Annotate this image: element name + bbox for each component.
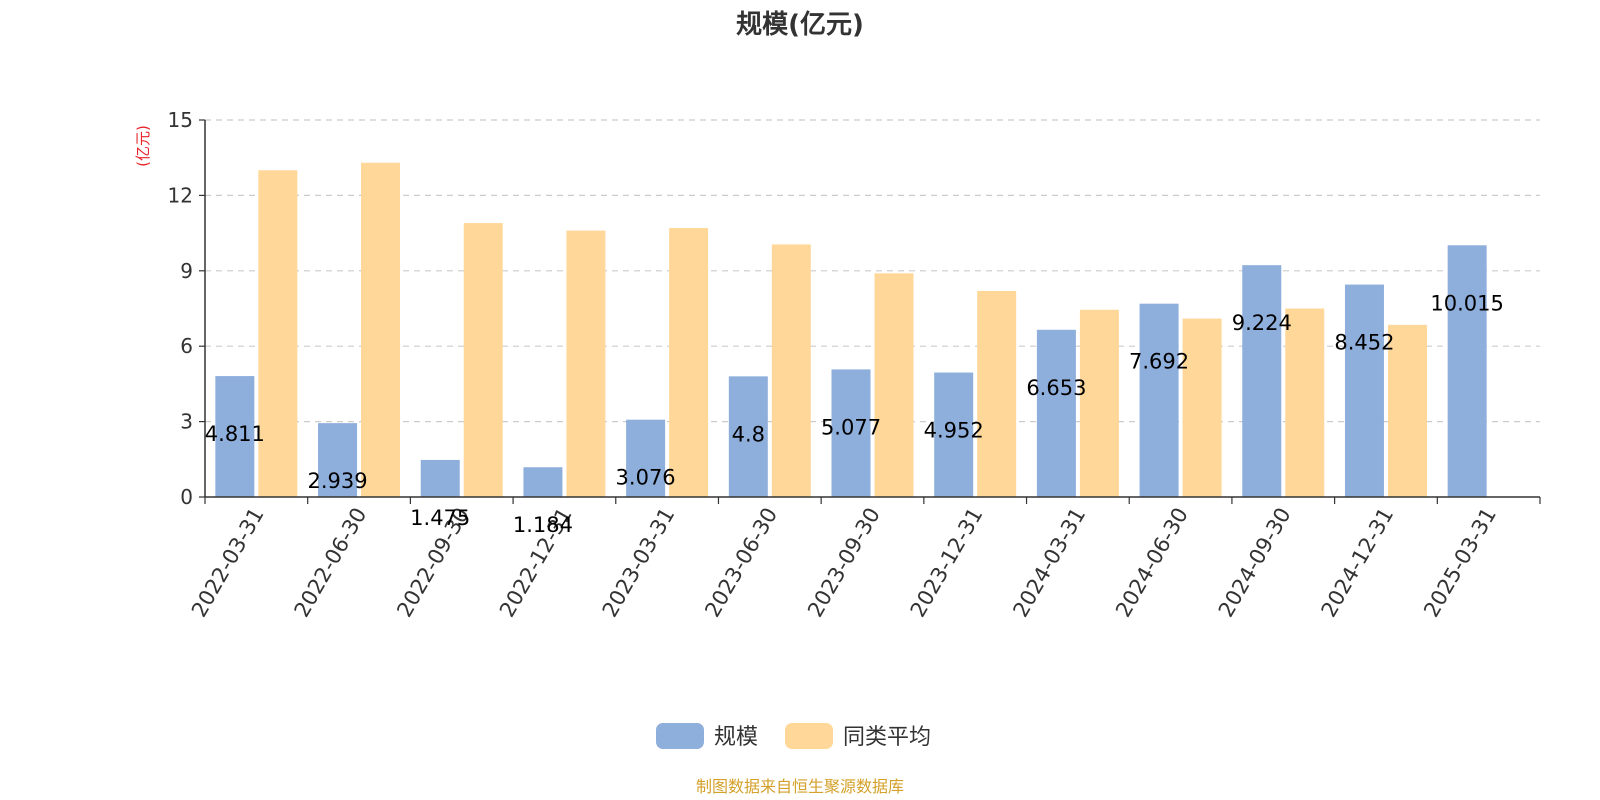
bar-tonglei-pingjun bbox=[669, 228, 709, 497]
bar-guimo bbox=[420, 459, 460, 497]
legend-swatch-tonglei bbox=[785, 723, 833, 749]
data-label: 9.224 bbox=[1232, 311, 1292, 335]
x-tick-label: 2023-09-30 bbox=[803, 504, 885, 622]
data-label: 1.184 bbox=[513, 513, 573, 537]
y-axis-unit: (亿元) bbox=[134, 125, 152, 167]
y-tick-label: 0 bbox=[180, 485, 193, 509]
data-label: 5.077 bbox=[821, 415, 881, 439]
bar-tonglei-pingjun bbox=[463, 223, 503, 497]
bar-guimo bbox=[934, 372, 974, 497]
y-tick-label: 15 bbox=[168, 108, 193, 132]
bar-guimo bbox=[728, 376, 768, 497]
y-tick-label: 6 bbox=[180, 334, 193, 358]
data-label: 8.452 bbox=[1334, 331, 1394, 355]
bar-tonglei-pingjun bbox=[566, 230, 606, 497]
bar-guimo bbox=[215, 376, 255, 497]
bar-guimo bbox=[523, 467, 563, 497]
data-label: 2.939 bbox=[307, 469, 367, 493]
bar-tonglei-pingjun bbox=[874, 273, 914, 497]
y-tick-label: 9 bbox=[180, 259, 193, 283]
bar-tonglei-pingjun bbox=[1387, 324, 1427, 497]
data-label: 1.475 bbox=[410, 506, 470, 530]
y-tick-label: 12 bbox=[168, 183, 193, 207]
data-label: 7.692 bbox=[1129, 350, 1189, 374]
data-label: 10.015 bbox=[1430, 291, 1503, 315]
source-note: 制图数据来自恒生聚源数据库 bbox=[696, 777, 904, 796]
data-label: 4.811 bbox=[205, 422, 265, 446]
data-label: 4.8 bbox=[732, 422, 765, 446]
x-tick-label: 2023-12-31 bbox=[906, 504, 988, 622]
x-tick-label: 2023-06-30 bbox=[700, 504, 782, 622]
bar-tonglei-pingjun bbox=[771, 244, 811, 497]
x-tick-label: 2025-03-31 bbox=[1419, 504, 1501, 622]
bar-guimo bbox=[1242, 265, 1282, 497]
x-tick-label: 2022-06-30 bbox=[290, 504, 372, 622]
bar-tonglei-pingjun bbox=[977, 290, 1017, 497]
bar-tonglei-pingjun bbox=[1285, 308, 1325, 497]
x-tick-label: 2024-12-31 bbox=[1316, 504, 1398, 622]
data-labels-group: 4.811 2.939 1.475 1.184 3.076 4.8 5.077 4.952 6.… bbox=[205, 291, 1504, 537]
legend-swatch-guimo bbox=[656, 723, 704, 749]
x-tick-label: 2023-03-31 bbox=[598, 504, 680, 622]
legend: 规模 同类平均 bbox=[656, 723, 931, 750]
grid-lines bbox=[205, 119, 1540, 423]
bar-tonglei-pingjun bbox=[1079, 309, 1119, 497]
x-tick-label: 2024-06-30 bbox=[1111, 504, 1193, 622]
legend-label-guimo: 规模 bbox=[714, 725, 758, 750]
x-tick-label: 2024-03-31 bbox=[1008, 504, 1090, 622]
data-label: 3.076 bbox=[616, 466, 676, 490]
data-label: 4.952 bbox=[924, 419, 984, 443]
chart-title: 规模(亿元) bbox=[736, 10, 864, 40]
bar-tonglei-pingjun bbox=[361, 162, 401, 497]
bar-guimo bbox=[1447, 245, 1487, 497]
bar-guimo bbox=[1139, 303, 1179, 497]
x-tick-label: 2024-09-30 bbox=[1214, 504, 1296, 622]
y-tick-label: 3 bbox=[180, 410, 193, 434]
bar-tonglei-pingjun bbox=[258, 170, 298, 497]
bar-guimo bbox=[318, 423, 358, 497]
legend-label-tonglei: 同类平均 bbox=[843, 725, 931, 750]
bar-guimo bbox=[1036, 329, 1076, 497]
bar-tonglei-pingjun bbox=[1182, 318, 1222, 497]
bar-guimo bbox=[626, 419, 666, 497]
bar-guimo bbox=[1344, 284, 1384, 497]
bar-guimo bbox=[831, 369, 871, 497]
bars-group bbox=[215, 162, 1487, 497]
x-tick-label: 2022-03-31 bbox=[187, 504, 269, 622]
data-label: 6.653 bbox=[1026, 376, 1086, 400]
